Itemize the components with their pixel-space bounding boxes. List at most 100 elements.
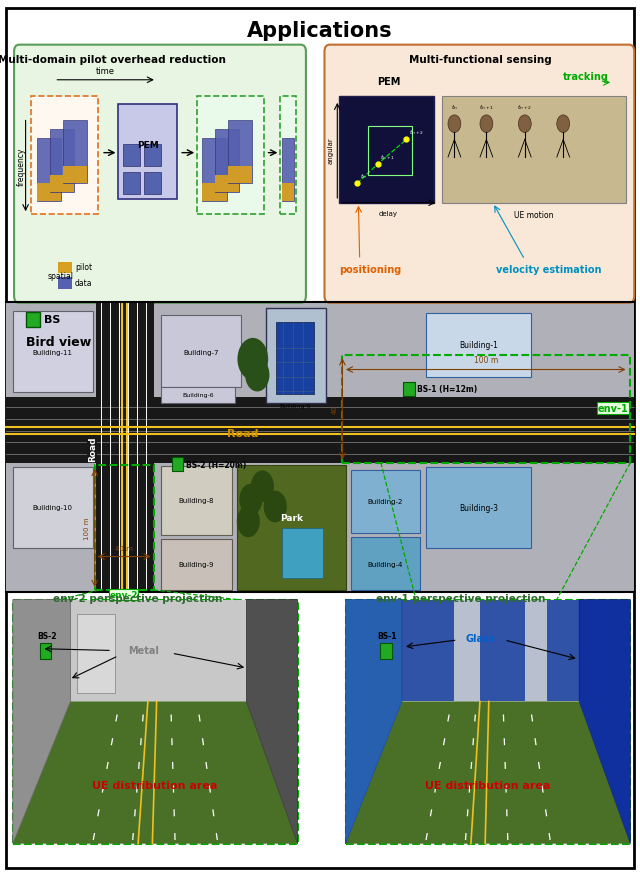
Bar [6,397,634,463]
Polygon shape [13,702,298,844]
Circle shape [480,116,493,133]
Bar [589,600,627,702]
Text: $t_{n+1}$: $t_{n+1}$ [479,103,494,112]
Circle shape [245,359,269,392]
Bar [50,175,74,193]
Bar [403,382,415,396]
Text: BS-2: BS-2 [37,631,56,640]
Text: Multi-domain pilot overhead reduction: Multi-domain pilot overhead reduction [0,54,226,65]
Text: $t_n$: $t_n$ [360,172,367,181]
Bar [426,467,531,548]
Bar [266,309,326,403]
Circle shape [557,116,570,133]
Bar [400,600,454,702]
Bar [58,278,72,289]
Bar [351,470,420,533]
Text: BS-2 (H=20m): BS-2 (H=20m) [186,460,246,469]
Text: $t_n$: $t_n$ [451,103,458,112]
Text: Glass: Glass [465,633,495,644]
Bar [77,614,115,693]
Text: UE motion: UE motion [514,210,554,219]
Bar [282,184,294,202]
Bar [172,458,183,472]
Bar [339,96,434,203]
Text: BS-1 (H=12m): BS-1 (H=12m) [417,385,477,394]
Polygon shape [13,600,70,844]
Bar [123,145,140,167]
Bar [426,314,531,377]
Bar [346,600,630,844]
Text: UE distribution area: UE distribution area [425,780,550,790]
Bar [63,121,87,184]
Bar [31,96,98,215]
Text: $t_{n+2}$: $t_{n+2}$ [517,103,532,112]
Bar [37,139,61,202]
Bar [442,96,626,203]
Text: pilot: pilot [75,263,92,272]
Text: $t_{n+1}$: $t_{n+1}$ [380,153,395,161]
Text: angular: angular [328,138,334,164]
Bar [37,184,61,202]
Text: Road: Road [88,436,97,462]
Circle shape [264,491,287,523]
Bar [282,139,294,202]
Text: env-1: env-1 [598,403,628,414]
Bar [144,173,161,195]
Text: Building-3: Building-3 [460,503,498,512]
Polygon shape [346,702,630,844]
Circle shape [448,116,461,133]
Bar [118,105,177,200]
Polygon shape [579,600,630,844]
Bar [58,262,72,274]
FancyBboxPatch shape [324,46,634,303]
Polygon shape [346,600,402,844]
Bar [228,167,252,184]
Bar [202,184,227,202]
Text: BS-1: BS-1 [378,631,397,640]
Bar [13,311,93,393]
Text: Building-10: Building-10 [33,505,72,510]
Text: Building-2: Building-2 [367,499,403,504]
Bar [228,121,252,184]
Text: velocity estimation: velocity estimation [497,265,602,275]
Bar [280,96,296,215]
Text: Building-1: Building-1 [460,341,498,350]
Bar [13,467,93,548]
Text: Road: Road [227,428,259,438]
Bar [351,538,420,590]
Bar [161,388,235,403]
Text: Building-6: Building-6 [182,393,214,398]
Text: Building-8: Building-8 [179,498,214,503]
Text: frequency: frequency [17,147,26,186]
Bar [368,127,412,175]
Text: data: data [75,279,92,288]
Bar [342,356,630,463]
Text: UE distribution area: UE distribution area [92,780,218,790]
Text: 40 m: 40 m [115,545,133,552]
Text: BS: BS [44,315,60,325]
Text: 100 m: 100 m [474,356,499,365]
Bar [276,323,314,395]
Text: 40: 40 [332,405,337,414]
Bar [161,539,232,590]
Text: tracking: tracking [563,72,609,82]
Bar [96,303,154,592]
Bar [50,130,74,193]
Circle shape [518,116,531,133]
Text: Building-9: Building-9 [179,562,214,567]
Bar [215,175,239,193]
Bar [13,600,298,844]
Text: Metal: Metal [129,645,159,656]
Bar [123,173,140,195]
Bar [480,600,525,702]
FancyBboxPatch shape [14,46,306,303]
Bar [282,528,323,579]
Text: $t_{n+2}$: $t_{n+2}$ [409,128,424,137]
Bar [95,466,154,590]
Circle shape [239,484,262,516]
Text: PEM: PEM [377,76,400,87]
Bar [547,600,589,702]
Text: env-2 perspective projection: env-2 perspective projection [53,593,222,603]
Bar [144,145,161,167]
Bar [13,600,298,702]
